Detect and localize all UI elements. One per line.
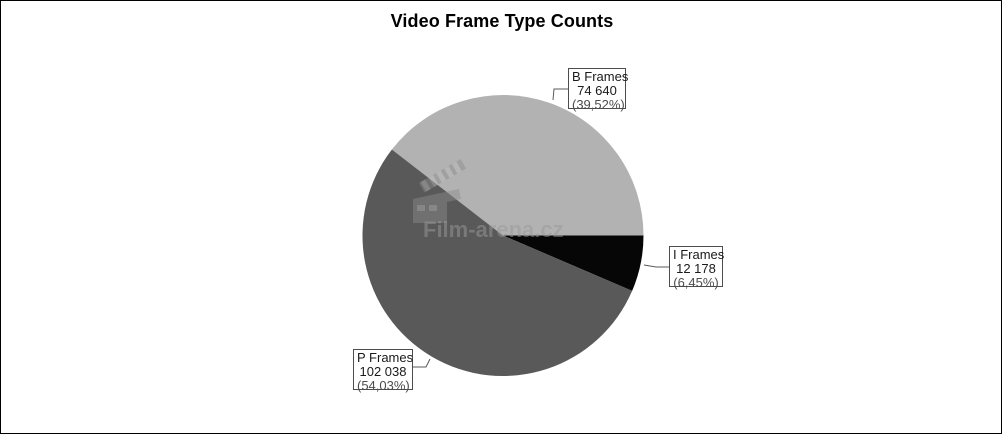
svg-text:Film-arena.cz: Film-arena.cz: [423, 217, 564, 242]
